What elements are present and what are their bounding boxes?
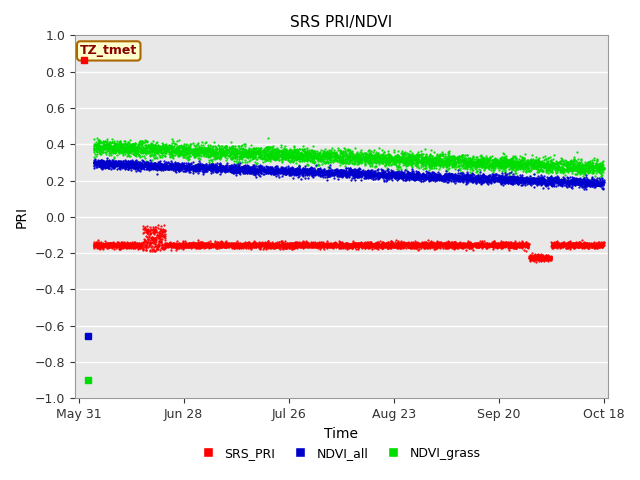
Legend: SRS_PRI, NDVI_all, NDVI_grass: SRS_PRI, NDVI_all, NDVI_grass	[197, 442, 486, 465]
Text: TZ_tmet: TZ_tmet	[80, 45, 138, 58]
Title: SRS PRI/NDVI: SRS PRI/NDVI	[290, 15, 392, 30]
X-axis label: Time: Time	[324, 427, 358, 441]
Y-axis label: PRI: PRI	[15, 206, 29, 228]
